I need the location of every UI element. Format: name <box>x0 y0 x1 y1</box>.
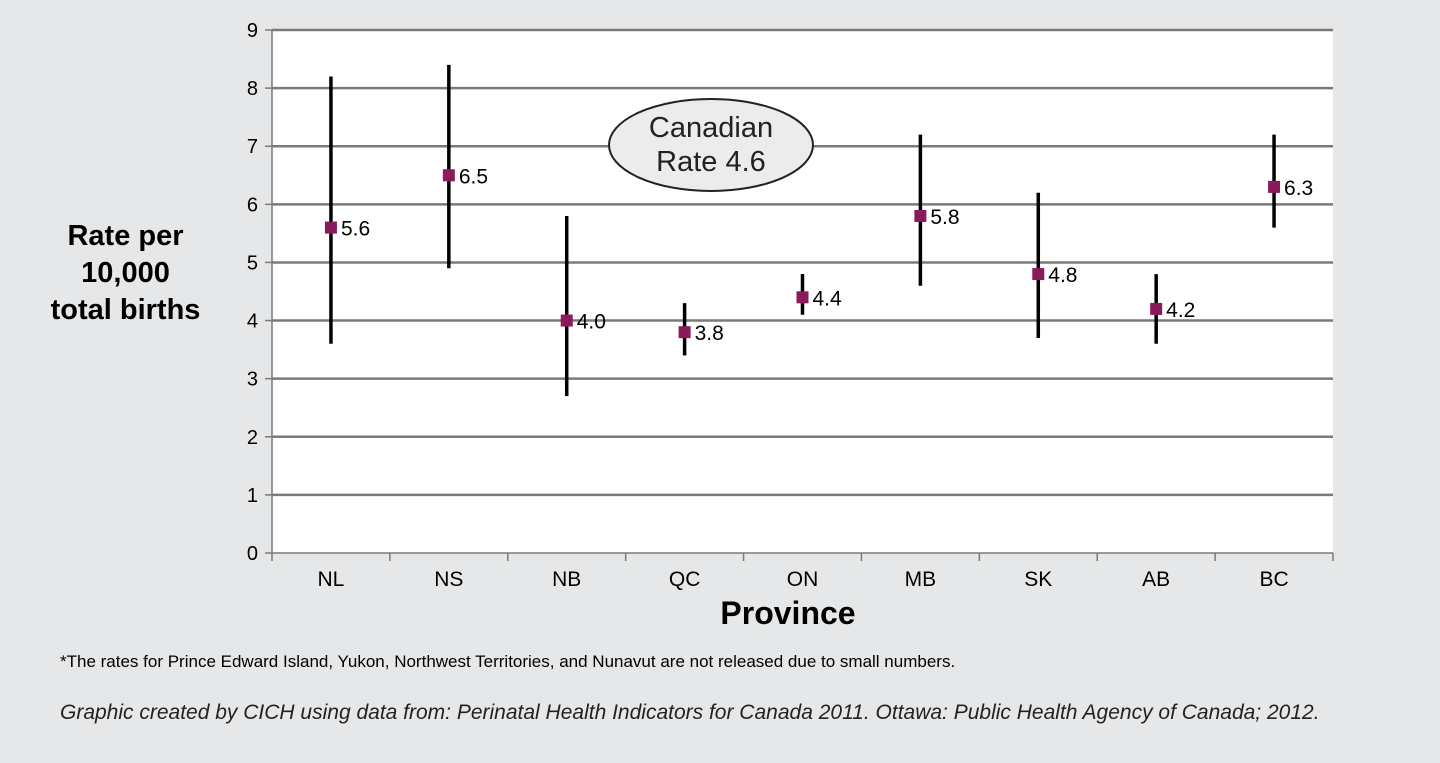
y-tick-label: 1 <box>247 485 258 507</box>
y-tick-label: 2 <box>247 427 258 449</box>
y-axis-label-line: total births <box>50 294 201 326</box>
x-tick-label: MB <box>905 568 937 591</box>
source-note: Graphic created by CICH using data from:… <box>60 701 1320 724</box>
data-point <box>1150 302 1163 315</box>
y-axis-label: Rate per 10,000 total births <box>18 218 233 329</box>
footnote: *The rates for Prince Edward Island, Yuk… <box>60 652 956 671</box>
data-point <box>1032 268 1045 281</box>
data-label: 6.3 <box>1284 177 1313 200</box>
data-label: 5.6 <box>341 218 370 241</box>
x-tick-label: ON <box>787 568 819 591</box>
chart: 0 1 2 3 4 5 6 7 8 9 NL NS NB QC ON MB SK AB BC Province 5.6 6… <box>247 20 1334 631</box>
x-axis-title: Province <box>720 595 855 631</box>
data-point <box>678 326 691 339</box>
y-tick-label: 8 <box>247 78 258 100</box>
data-label: 5.8 <box>930 206 959 229</box>
data-point <box>1268 180 1281 193</box>
data-point <box>560 314 573 327</box>
y-axis-label-line: Rate per <box>67 220 184 252</box>
data-label: 3.8 <box>695 322 724 345</box>
data-point <box>796 291 809 304</box>
x-tick-label: AB <box>1142 568 1170 591</box>
y-tick-label: 0 <box>247 543 258 565</box>
x-tick-label: NB <box>552 568 581 591</box>
y-tick-label: 3 <box>247 369 258 391</box>
data-point <box>324 221 337 234</box>
x-tick-label: NL <box>318 568 345 591</box>
x-tick-label: SK <box>1024 568 1052 591</box>
annotation-text: Canadian <box>649 112 773 144</box>
y-tick-label: 5 <box>247 252 258 274</box>
y-tick-label: 4 <box>247 311 258 333</box>
data-label: 4.8 <box>1048 264 1077 287</box>
y-tick-label: 6 <box>247 194 258 216</box>
annotation-text: Rate 4.6 <box>656 146 766 178</box>
data-label: 6.5 <box>459 165 488 188</box>
annotation-bubble <box>608 98 814 192</box>
x-tick-label: QC <box>669 568 701 591</box>
x-tick-label: NS <box>434 568 463 591</box>
y-tick-label: 9 <box>247 20 258 42</box>
data-label: 4.0 <box>577 311 606 334</box>
data-label: 4.4 <box>813 287 843 310</box>
x-tick-label: BC <box>1259 568 1288 591</box>
data-point <box>914 209 927 222</box>
data-label: 4.2 <box>1166 299 1195 322</box>
data-point <box>442 169 455 182</box>
y-axis-label-line: 10,000 <box>81 257 170 289</box>
y-tick-label: 7 <box>247 136 258 158</box>
